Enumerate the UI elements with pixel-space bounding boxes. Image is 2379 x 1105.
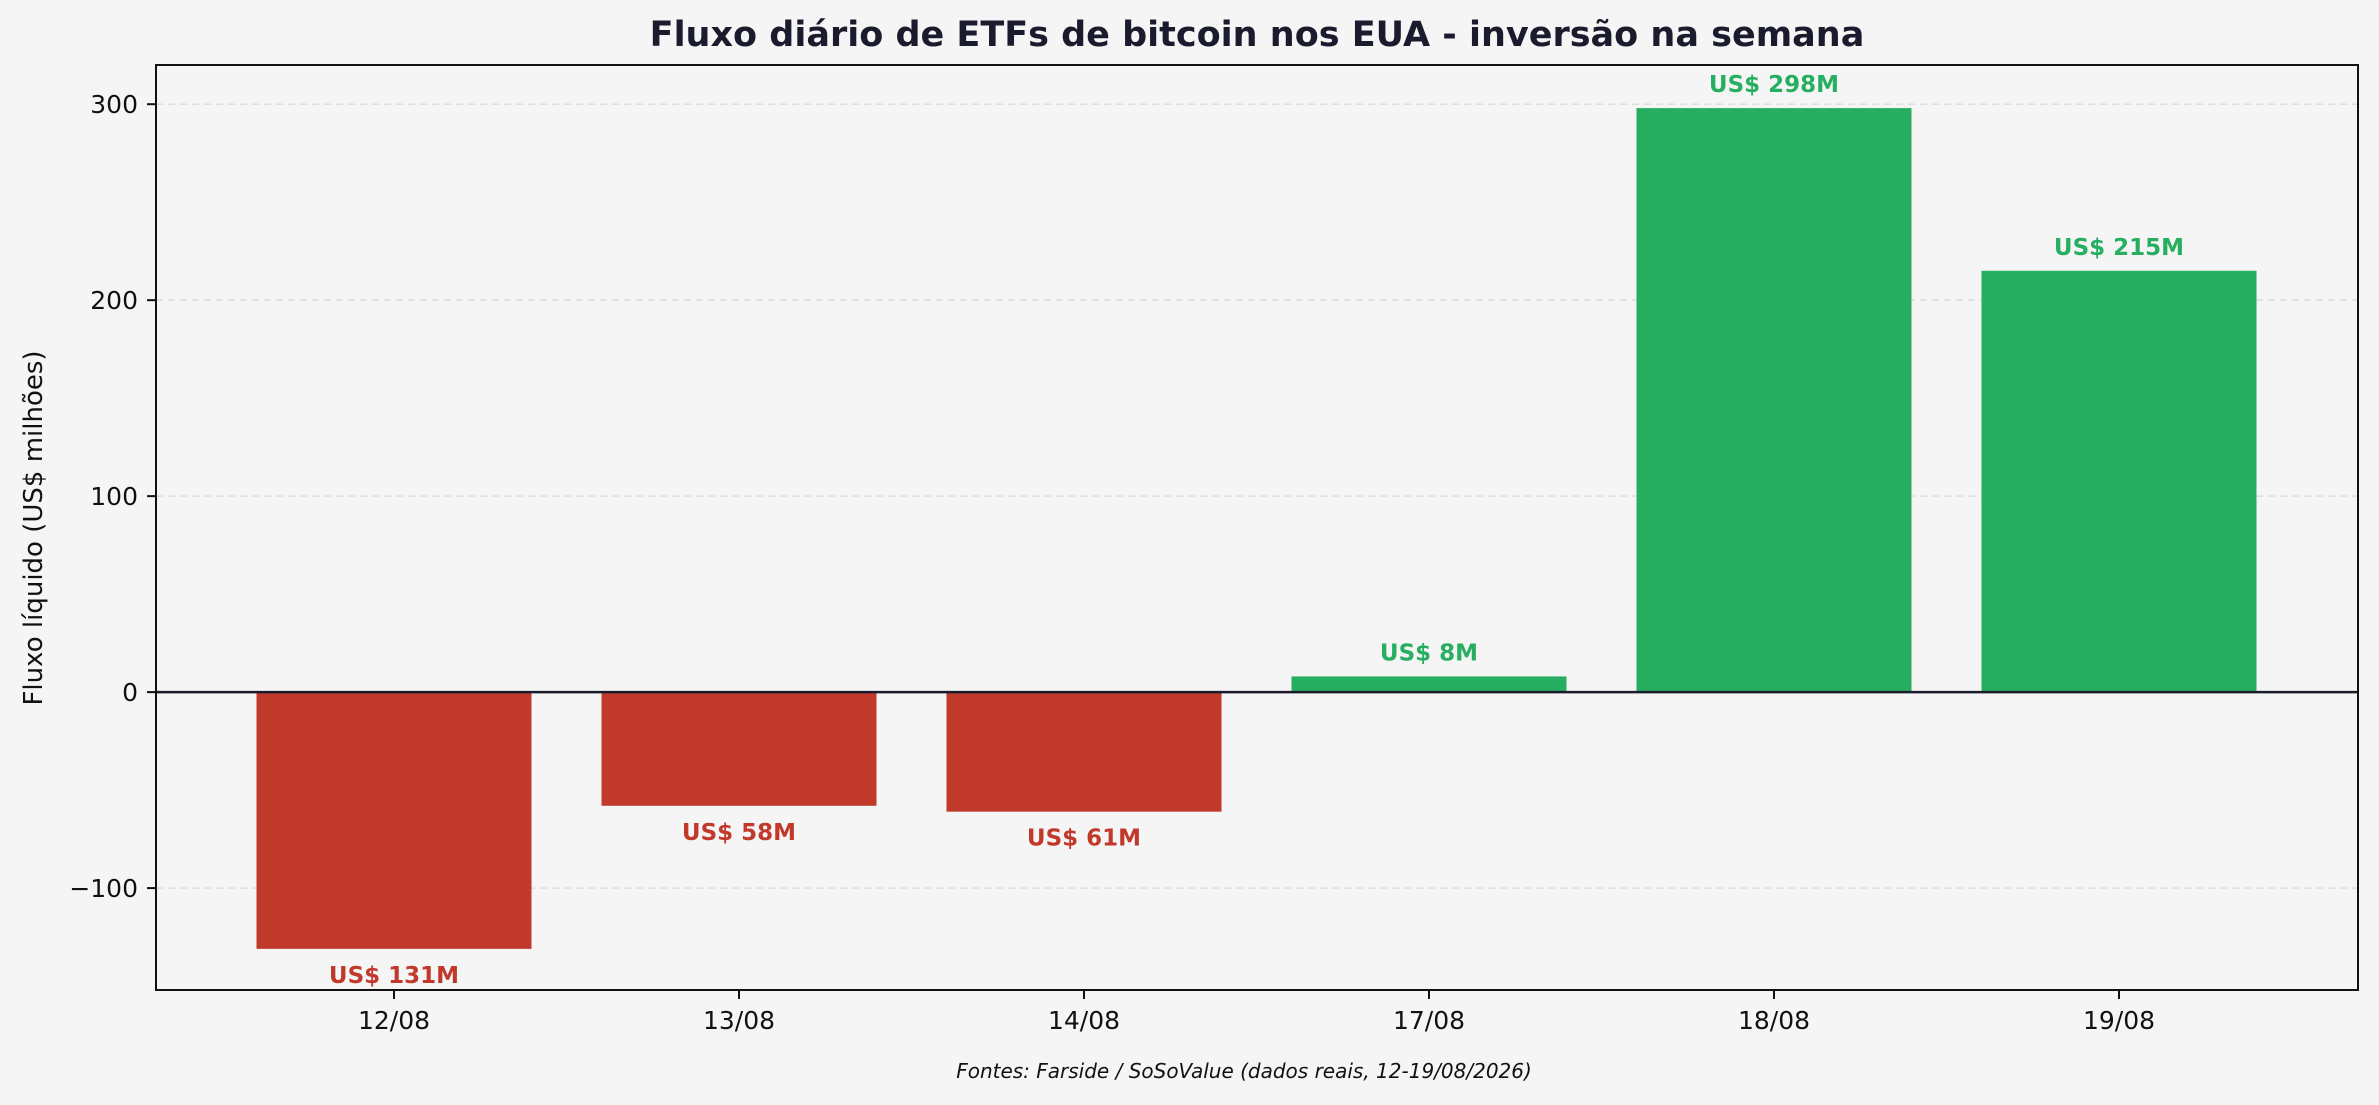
data-label: US$ 58M [682, 820, 796, 846]
x-tick-label: 13/08 [703, 1006, 775, 1035]
y-tick-label: 300 [90, 90, 138, 119]
bar-13-08 [601, 692, 877, 806]
y-tick-label: −100 [69, 874, 138, 903]
y-tick-label: 200 [90, 286, 138, 315]
data-label: US$ 298M [1709, 72, 1839, 98]
bar-12-08 [256, 692, 532, 949]
bar-17-08 [1291, 676, 1567, 693]
bar-14-08 [946, 692, 1222, 812]
chart-title: Fluxo diário de ETFs de bitcoin nos EUA … [650, 15, 1865, 55]
y-axis-label: Fluxo líquido (US$ milhões) [19, 350, 49, 705]
y-tick-label: 100 [90, 482, 138, 511]
source-note: Fontes: Farside / SoSoValue (dados reais… [956, 1059, 1532, 1083]
plot-frame [155, 64, 2359, 991]
data-label: US$ 131M [329, 963, 459, 989]
data-label: US$ 215M [2054, 235, 2184, 261]
bars-layer [256, 108, 2257, 949]
bar-18-08 [1636, 108, 1912, 693]
x-tick-label: 12/08 [358, 1006, 430, 1035]
x-tick-label: 19/08 [2083, 1006, 2155, 1035]
x-tick-label: 14/08 [1048, 1006, 1120, 1035]
x-tick-label: 18/08 [1738, 1006, 1810, 1035]
y-tick-label: 0 [122, 678, 138, 707]
x-tick-label: 17/08 [1393, 1006, 1465, 1035]
data-label: US$ 61M [1027, 826, 1141, 852]
bar-19-08 [1981, 270, 2257, 693]
data-label: US$ 8M [1380, 640, 1478, 666]
labels-layer: US$ 131M US$ 58M US$ 61M US$ 8M US$ 298M US$ … [329, 72, 2184, 989]
ticks-layer: −100 0 100 200 300 12/08 13/08 14/08 17/08 18/08 1… [69, 90, 2155, 1035]
